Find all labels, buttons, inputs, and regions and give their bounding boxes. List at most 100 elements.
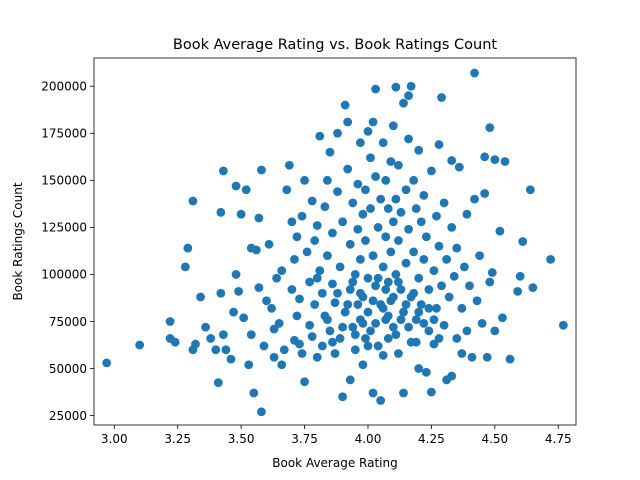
data-point xyxy=(320,202,330,212)
data-point xyxy=(287,217,297,227)
data-point xyxy=(317,288,327,298)
data-point xyxy=(368,296,378,306)
data-point xyxy=(449,271,459,281)
data-point xyxy=(432,303,441,313)
data-point xyxy=(378,262,388,272)
x-tick-label: 3.00 xyxy=(101,432,128,446)
data-point xyxy=(353,179,363,189)
data-point xyxy=(462,209,472,219)
data-point xyxy=(424,285,434,294)
data-point xyxy=(322,175,332,185)
data-point xyxy=(277,266,287,276)
x-tick-label: 3.50 xyxy=(228,432,255,446)
data-point xyxy=(480,152,490,162)
data-point xyxy=(188,196,198,206)
data-point xyxy=(383,334,393,343)
data-point xyxy=(515,271,525,281)
data-point xyxy=(411,315,421,325)
x-tick-label: 4.25 xyxy=(418,432,445,446)
data-point xyxy=(457,349,467,358)
data-point xyxy=(394,277,403,287)
data-point xyxy=(485,277,495,287)
data-point xyxy=(391,330,401,340)
data-point xyxy=(371,84,380,94)
data-point xyxy=(206,334,216,343)
data-point xyxy=(287,285,297,294)
data-point xyxy=(358,318,368,328)
data-point xyxy=(343,117,353,127)
data-point xyxy=(399,388,408,398)
data-point xyxy=(284,160,294,170)
data-point xyxy=(307,196,317,206)
data-point xyxy=(419,190,429,200)
data-point xyxy=(414,145,424,155)
data-point xyxy=(391,270,401,279)
data-point xyxy=(361,185,370,195)
data-point xyxy=(371,318,380,328)
data-point xyxy=(211,345,221,355)
data-point xyxy=(465,281,474,291)
data-point xyxy=(165,317,175,326)
data-point xyxy=(429,339,439,349)
data-point xyxy=(231,270,241,279)
data-point xyxy=(170,337,180,347)
data-point xyxy=(333,288,342,298)
y-tick-label: 175000 xyxy=(41,127,87,141)
data-point xyxy=(424,303,434,313)
data-point xyxy=(388,217,398,227)
data-point xyxy=(305,277,315,287)
data-point xyxy=(432,211,441,221)
data-point xyxy=(381,285,391,294)
data-point xyxy=(414,364,424,373)
data-point xyxy=(406,81,416,91)
data-point xyxy=(196,292,205,302)
data-point xyxy=(434,241,444,251)
data-point xyxy=(528,283,538,293)
data-point xyxy=(409,247,419,257)
y-tick-label: 50000 xyxy=(49,362,87,376)
data-point xyxy=(363,341,373,351)
data-point xyxy=(467,352,477,362)
data-point xyxy=(421,232,431,242)
data-point xyxy=(226,354,236,364)
data-point xyxy=(404,91,413,101)
data-point xyxy=(437,93,446,102)
data-point xyxy=(482,352,492,362)
data-point xyxy=(234,286,244,296)
data-point xyxy=(498,313,507,323)
data-point xyxy=(383,311,393,321)
data-point xyxy=(368,251,378,261)
data-point xyxy=(330,298,340,308)
data-point xyxy=(328,337,337,347)
data-point xyxy=(269,324,279,334)
data-point xyxy=(300,377,309,387)
data-point xyxy=(434,140,444,149)
data-point xyxy=(312,273,322,283)
data-point xyxy=(295,339,304,349)
y-tick-label: 25000 xyxy=(49,409,87,423)
data-point xyxy=(452,243,462,253)
data-point xyxy=(505,354,515,364)
x-axis-label: Book Average Rating xyxy=(272,456,397,470)
data-point xyxy=(427,166,436,176)
data-point xyxy=(353,300,363,309)
data-point xyxy=(297,349,307,358)
x-tick-label: 4.00 xyxy=(355,432,382,446)
data-point xyxy=(328,228,337,238)
data-point xyxy=(282,185,292,195)
data-point xyxy=(102,358,112,368)
data-point xyxy=(472,296,482,306)
x-tick-label: 3.25 xyxy=(164,432,191,446)
data-point xyxy=(274,318,284,328)
data-point xyxy=(383,277,393,287)
y-tick-label: 150000 xyxy=(41,174,87,188)
data-point xyxy=(386,247,396,257)
data-point xyxy=(396,315,406,325)
data-point xyxy=(307,332,317,341)
data-point xyxy=(254,213,264,223)
data-point xyxy=(447,222,457,232)
data-point xyxy=(373,222,383,232)
chart-title: Book Average Rating vs. Book Ratings Cou… xyxy=(173,37,498,53)
data-point xyxy=(325,326,335,336)
data-point xyxy=(376,194,386,204)
